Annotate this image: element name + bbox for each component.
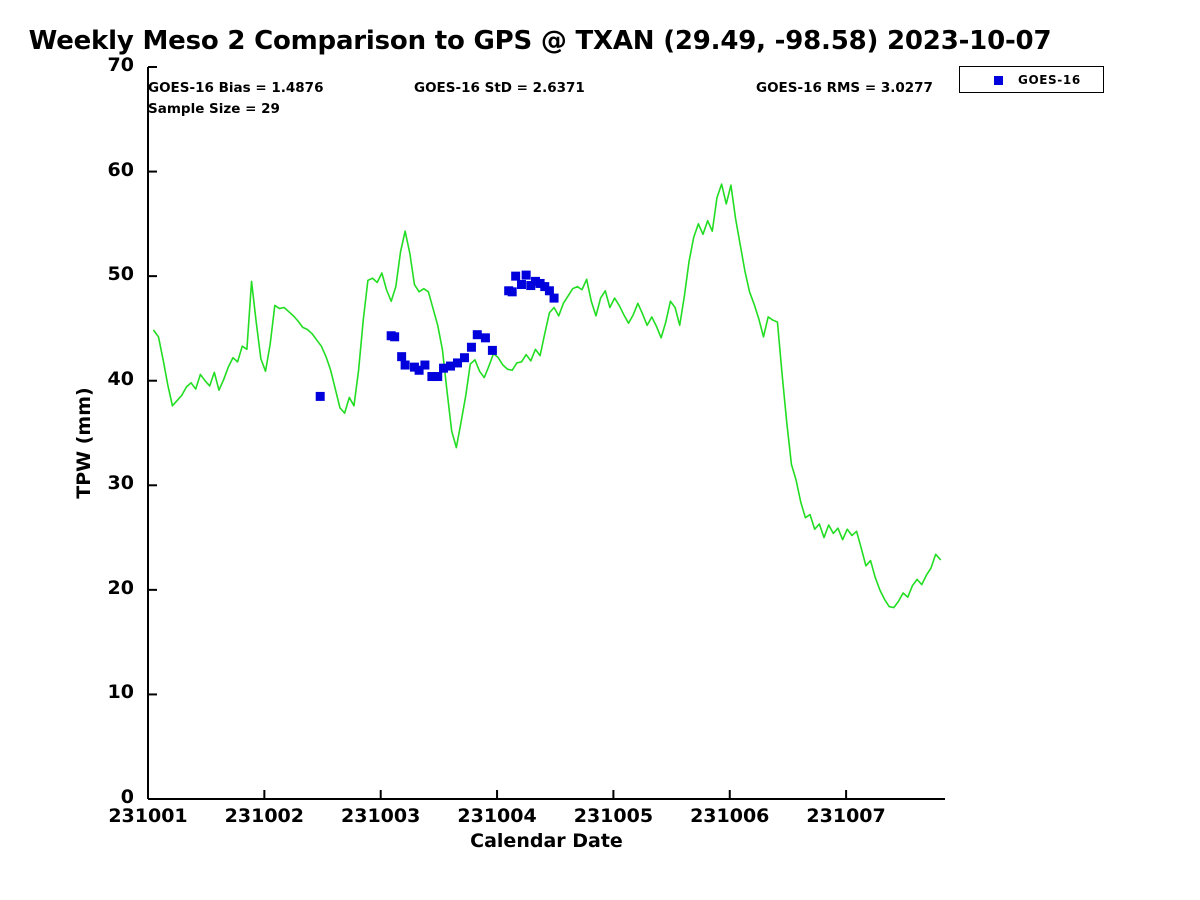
- y-tick-label: 50: [107, 263, 134, 286]
- axis-tick-marks: [147, 66, 848, 800]
- gps-line-series: [153, 183, 942, 609]
- data-point-marker: [427, 372, 437, 382]
- data-point-marker: [439, 363, 449, 373]
- data-point-marker: [511, 271, 521, 281]
- x-tick-label: 231004: [457, 805, 537, 827]
- page-title: Weekly Meso 2 Comparison to GPS @ TXAN (…: [28, 26, 1052, 56]
- series-line-gps: [153, 183, 942, 609]
- data-point-marker: [446, 361, 456, 371]
- x-tick-label: 231005: [573, 805, 654, 827]
- data-point-marker: [487, 345, 497, 355]
- stat-std: GOES-16 StD = 2.6371: [414, 80, 585, 96]
- data-point-marker: [544, 286, 554, 296]
- data-point-marker: [549, 293, 559, 303]
- data-point-marker: [540, 282, 550, 292]
- data-point-marker: [400, 360, 410, 370]
- y-tick-label: 10: [107, 681, 134, 704]
- data-point-marker: [433, 372, 443, 382]
- data-point-marker: [452, 358, 462, 368]
- data-point-marker: [459, 353, 469, 363]
- x-tick-label: 231002: [224, 805, 304, 827]
- data-point-marker: [390, 332, 400, 342]
- stat-rms: GOES-16 RMS = 3.0277: [756, 80, 933, 96]
- stat-sample-size: Sample Size = 29: [148, 101, 280, 117]
- legend-entry-label: GOES-16: [1018, 73, 1081, 87]
- axis-lines: [147, 67, 945, 800]
- data-point-marker: [315, 391, 325, 401]
- x-tick-label: 231003: [341, 805, 421, 827]
- y-tick-label: 40: [107, 367, 134, 390]
- x-tick-label: 231006: [690, 805, 770, 827]
- y-tick-label: 0: [120, 786, 134, 808]
- y-tick-label: 70: [107, 54, 134, 76]
- goes16-marker-series: [315, 270, 559, 401]
- x-tick-label: 231007: [806, 805, 886, 827]
- data-point-marker: [521, 270, 531, 280]
- data-point-marker: [535, 278, 545, 288]
- y-tick-label: 20: [107, 576, 134, 599]
- x-axis-label: Calendar Date: [470, 830, 623, 852]
- x-tick-label: 231001: [108, 805, 188, 827]
- data-point-marker: [472, 330, 482, 340]
- data-point-marker: [526, 281, 536, 291]
- data-point-marker: [420, 360, 430, 370]
- data-point-marker: [397, 352, 407, 362]
- y-tick-label: 30: [107, 472, 134, 495]
- data-point-marker: [516, 280, 526, 290]
- legend: GOES-16: [959, 66, 1104, 93]
- data-point-marker: [409, 362, 419, 372]
- blue-square-marker-icon: [994, 76, 1003, 85]
- stat-bias: GOES-16 Bias = 1.4876: [148, 80, 324, 96]
- y-tick-label: 60: [107, 158, 134, 181]
- data-point-marker: [466, 342, 476, 352]
- data-point-marker: [414, 365, 424, 375]
- data-point-marker: [480, 333, 490, 343]
- data-point-marker: [507, 287, 517, 297]
- data-point-marker: [530, 276, 540, 286]
